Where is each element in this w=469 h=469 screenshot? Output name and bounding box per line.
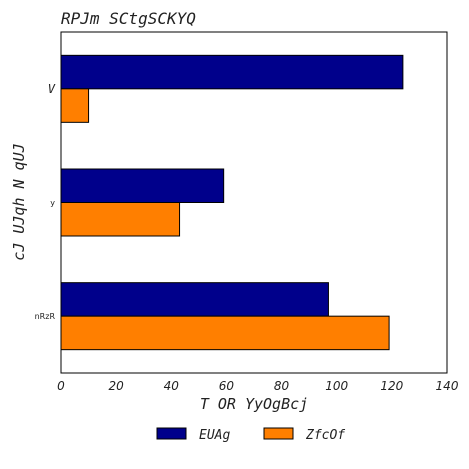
legend-swatch-ZfcOf bbox=[263, 427, 294, 440]
bars-group bbox=[60, 54, 404, 351]
x-tick-label: 100 bbox=[325, 379, 348, 393]
legend-label-EUAg: EUAg bbox=[199, 428, 230, 443]
y-tick-labels: Vy nRzR bbox=[35, 82, 56, 321]
bar-ZfcOf-V bbox=[60, 88, 90, 123]
legend-swatch-EUAg bbox=[156, 427, 187, 440]
bar-EUAg-nRzR bbox=[60, 282, 329, 317]
bar-ZfcOf-y bbox=[60, 202, 181, 237]
bar-EUAg-y bbox=[60, 168, 225, 203]
y-tick-label: V bbox=[48, 82, 56, 96]
x-tick-label: 140 bbox=[436, 379, 459, 393]
bar-EUAg-V bbox=[60, 54, 404, 90]
legend: EUAg ZfcOf bbox=[156, 427, 345, 443]
legend-label-ZfcOf: ZfcOf bbox=[305, 428, 345, 443]
x-axis-label: T OR YyOgBcj bbox=[200, 395, 308, 413]
x-tick-label: 60 bbox=[219, 379, 235, 393]
x-tick-label: 40 bbox=[164, 379, 180, 393]
bar-ZfcOf-nRzR bbox=[60, 315, 390, 351]
y-axis-label: cJ UJqh N qUJ bbox=[10, 143, 28, 260]
x-tick-label: 20 bbox=[109, 379, 125, 393]
x-tick-label: 120 bbox=[380, 379, 403, 393]
x-tick-label: 0 bbox=[57, 379, 65, 393]
chart-title: RPJm SCtgSCKYQ bbox=[61, 9, 196, 28]
y-tick-label: nRzR bbox=[35, 312, 56, 321]
x-tick-labels: 0 20 40 60 80 100 120 140 bbox=[57, 379, 459, 393]
y-tick-label: y bbox=[50, 199, 55, 208]
x-tick-label: 80 bbox=[274, 379, 290, 393]
